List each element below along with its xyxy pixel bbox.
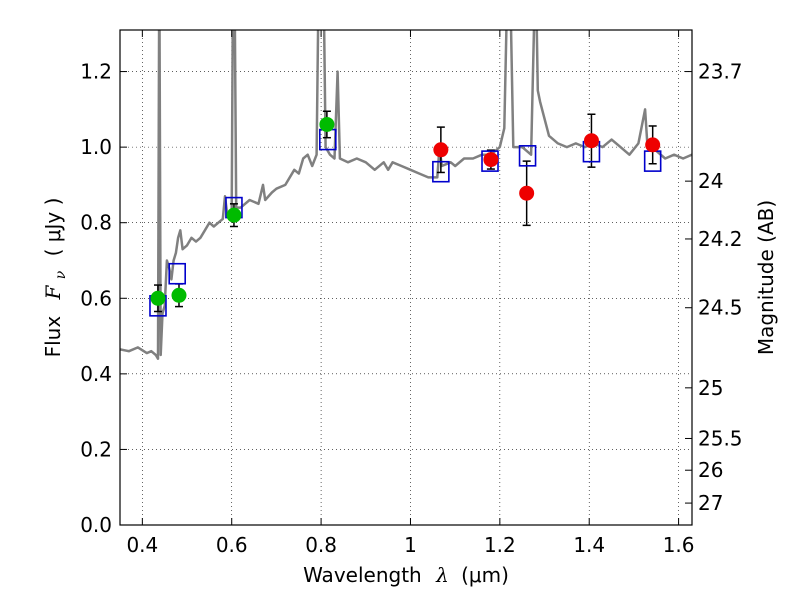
y2-axis-label: Magnitude (AB) xyxy=(754,200,778,355)
plot-frame xyxy=(119,29,693,526)
y2-tick-label: 25 xyxy=(698,376,723,400)
x-tick-label: 0.8 xyxy=(305,533,337,557)
y2-tick-label: 26 xyxy=(698,458,723,482)
grid-lines xyxy=(120,30,692,526)
ticks-layer: 0.4 0.6 0.8 1 1.2 1.4 1.6 0.0 0.2 0.4 0.6 0.8 1.0 1.2… xyxy=(80,30,743,557)
red-data-point xyxy=(433,142,449,158)
y-axis-label-symbol: F xyxy=(41,284,65,300)
model-box xyxy=(432,160,450,183)
x-tick-label: 1.4 xyxy=(573,533,605,557)
x-tick-label: 1.6 xyxy=(663,533,695,557)
spectrum-layer xyxy=(120,30,692,360)
y2-tick-label: 24 xyxy=(698,169,723,193)
y-tick-label: 0.6 xyxy=(80,286,112,310)
green-data-point xyxy=(226,207,242,223)
y2-tick-label: 25.5 xyxy=(698,426,743,450)
y-tick-label: 1.0 xyxy=(80,135,112,159)
y-axis-label-unit: ( μJy ) xyxy=(41,198,65,257)
x-axis-label-unit: (μm) xyxy=(461,563,509,587)
y-tick-label: 0.8 xyxy=(80,211,112,235)
x-tick-label: 0.4 xyxy=(126,533,158,557)
model-box xyxy=(518,145,537,167)
model-box xyxy=(168,262,186,285)
y2-tick-label: 24.2 xyxy=(698,227,743,251)
x-axis-label: Wavelength λ (μm) xyxy=(303,563,509,587)
x-axis-label-symbol: λ xyxy=(435,563,449,587)
y-axis-label-subscript: ν xyxy=(53,270,69,279)
model-box xyxy=(318,128,337,151)
y2-tick-label: 24.5 xyxy=(698,296,743,320)
points-layer xyxy=(149,110,662,317)
x-axis-label-prefix: Wavelength xyxy=(303,563,422,587)
red-data-point xyxy=(583,133,599,149)
y-tick-label: 1.2 xyxy=(80,60,112,84)
x-tick-label: 1 xyxy=(404,533,417,557)
y-tick-label: 0.4 xyxy=(80,362,112,386)
y2-tick-label: 23.7 xyxy=(698,60,743,84)
x-tick-label: 1.2 xyxy=(484,533,516,557)
red-data-point xyxy=(519,185,535,201)
green-data-point xyxy=(319,116,335,132)
red-data-point xyxy=(483,152,499,168)
green-data-point xyxy=(171,287,187,303)
y-axis-label-prefix: Flux xyxy=(41,316,65,358)
green-data-point xyxy=(150,290,166,306)
x-tick-label: 0.6 xyxy=(216,533,248,557)
y2-tick-label: 27 xyxy=(698,491,723,515)
y-tick-label: 0.2 xyxy=(80,437,112,461)
y-tick-label: 0.0 xyxy=(80,513,112,537)
red-data-point xyxy=(645,137,661,153)
y-axis-label: Flux F ν ( μJy ) xyxy=(41,198,70,358)
spectrum-line xyxy=(120,30,692,360)
